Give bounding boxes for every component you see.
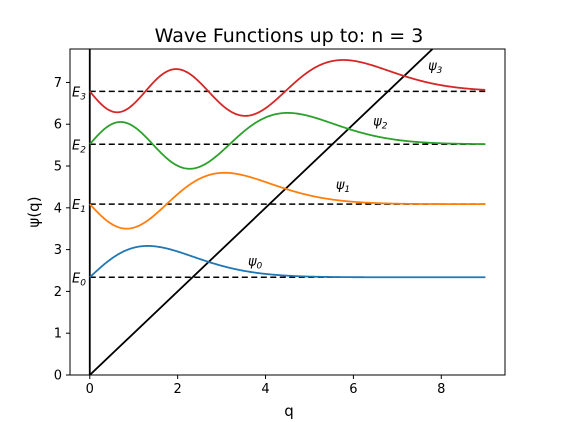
energy-label-symbol: E [72,271,81,286]
energy-label-0: E0 [72,271,86,288]
x-tick-label: 4 [261,382,269,397]
x-axis-label: q [284,402,294,420]
y-tick-label: 3 [54,243,62,258]
wave-function-line-2 [89,111,486,170]
psi-label-2: ψ2 [373,114,388,131]
x-tick-label: 6 [349,382,357,397]
energy-label-symbol: E [72,85,81,100]
psi-label-symbol: ψ [248,254,257,269]
wave-function-line-0 [89,245,486,279]
wave-function-line-3 [89,59,486,117]
y-tick-label: 2 [54,285,62,300]
energy-label-symbol: E [72,138,81,153]
chart-title: Wave Functions up to: n = 3 [155,25,424,47]
psi-label-1: ψ1 [336,178,350,195]
plot-lines [88,49,486,375]
y-axis-label: ψ(q) [25,196,43,227]
energy-label-subscript: 2 [80,145,86,155]
psi-label-3: ψ3 [428,59,443,76]
plot-frame [69,48,506,376]
x-tick-label: 2 [174,382,182,397]
psi-label-symbol: ψ [336,178,345,193]
energy-label-subscript: 1 [80,205,86,215]
psi-label-0: ψ0 [248,254,263,271]
psi-label-subscript: 0 [257,261,263,271]
energy-label-3: E3 [72,85,86,102]
energy-label-subscript: 3 [80,92,86,102]
energy-label-1: E1 [72,198,86,215]
potential-line [89,49,434,375]
energy-label-2: E2 [72,138,86,155]
energy-label-symbol: E [72,198,81,213]
y-tick-label: 4 [54,201,62,216]
psi-label-subscript: 1 [344,185,350,195]
x-tick-label: 0 [86,382,94,397]
psi-label-symbol: ψ [373,114,382,129]
energy-label-subscript: 0 [80,278,86,288]
y-tick-label: 1 [54,327,62,342]
wave-function-line-1 [89,171,486,230]
y-tick-label: 6 [54,118,62,133]
psi-label-symbol: ψ [428,59,437,74]
x-tick-label: 8 [437,382,445,397]
psi-label-subscript: 2 [382,121,388,131]
y-tick-label: 7 [54,76,62,91]
y-tick-label: 0 [54,369,62,384]
psi-label-subscript: 3 [437,66,443,76]
y-tick-label: 5 [54,160,62,175]
